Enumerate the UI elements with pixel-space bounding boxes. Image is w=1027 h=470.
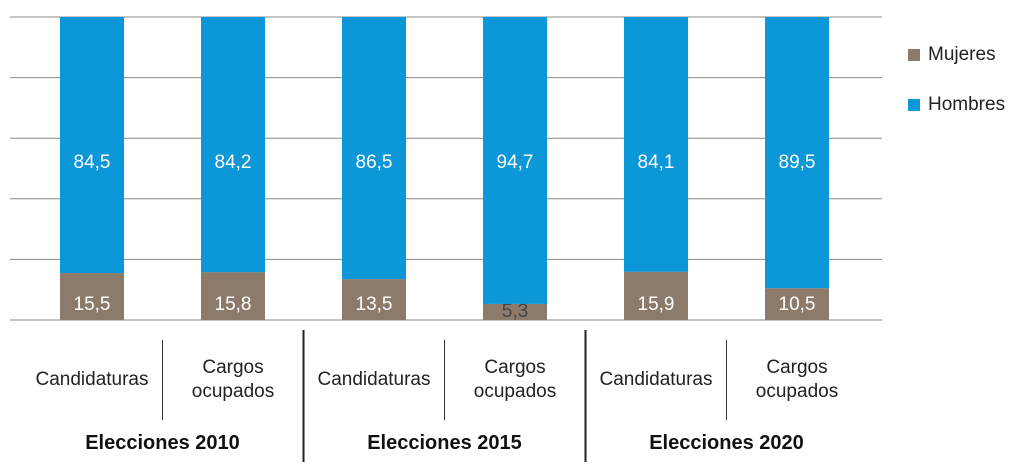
- bar-segment: [201, 17, 265, 273]
- value-label: 84,2: [215, 152, 252, 173]
- bar-segment: [483, 303, 547, 320]
- value-label: 86,5: [356, 152, 393, 173]
- bar-segment: [624, 271, 688, 320]
- x-tick-label: Cargos ocupados: [191, 357, 275, 402]
- group-label: Elecciones 2010: [85, 432, 240, 454]
- value-label: 5,3: [502, 301, 528, 322]
- value-label: 94,7: [497, 152, 534, 173]
- bar-segment: [483, 17, 547, 304]
- bar-segment: [342, 279, 406, 320]
- legend-swatch: [908, 49, 920, 61]
- value-label: 15,9: [638, 294, 675, 315]
- x-tick-label: Cargos ocupados: [473, 357, 557, 402]
- value-label: 84,1: [638, 152, 675, 173]
- bar-segment: [342, 17, 406, 280]
- legend-label: Hombres: [928, 94, 1005, 115]
- bar-segment: [765, 288, 829, 320]
- legend-label: Mujeres: [928, 44, 996, 65]
- value-label: 15,5: [74, 294, 111, 315]
- value-label: 84,5: [74, 152, 111, 173]
- group-label: Elecciones 2020: [649, 432, 804, 454]
- value-label: 15,8: [215, 294, 252, 315]
- x-tick-label: Candidaturas: [317, 369, 431, 390]
- bar-segment: [624, 17, 688, 272]
- value-label: 89,5: [779, 152, 816, 173]
- group-label: Elecciones 2015: [367, 432, 522, 454]
- x-tick-label: Candidaturas: [35, 369, 149, 390]
- bar-segment: [60, 273, 124, 320]
- value-label: 10,5: [779, 294, 816, 315]
- value-label: 13,5: [356, 294, 393, 315]
- bar-segment: [201, 272, 265, 320]
- legend-swatch: [908, 99, 920, 111]
- x-tick-label: Cargos ocupados: [755, 357, 839, 402]
- x-tick-label: Candidaturas: [599, 369, 713, 390]
- bar-segment: [765, 17, 829, 289]
- bar-segment: [60, 17, 124, 274]
